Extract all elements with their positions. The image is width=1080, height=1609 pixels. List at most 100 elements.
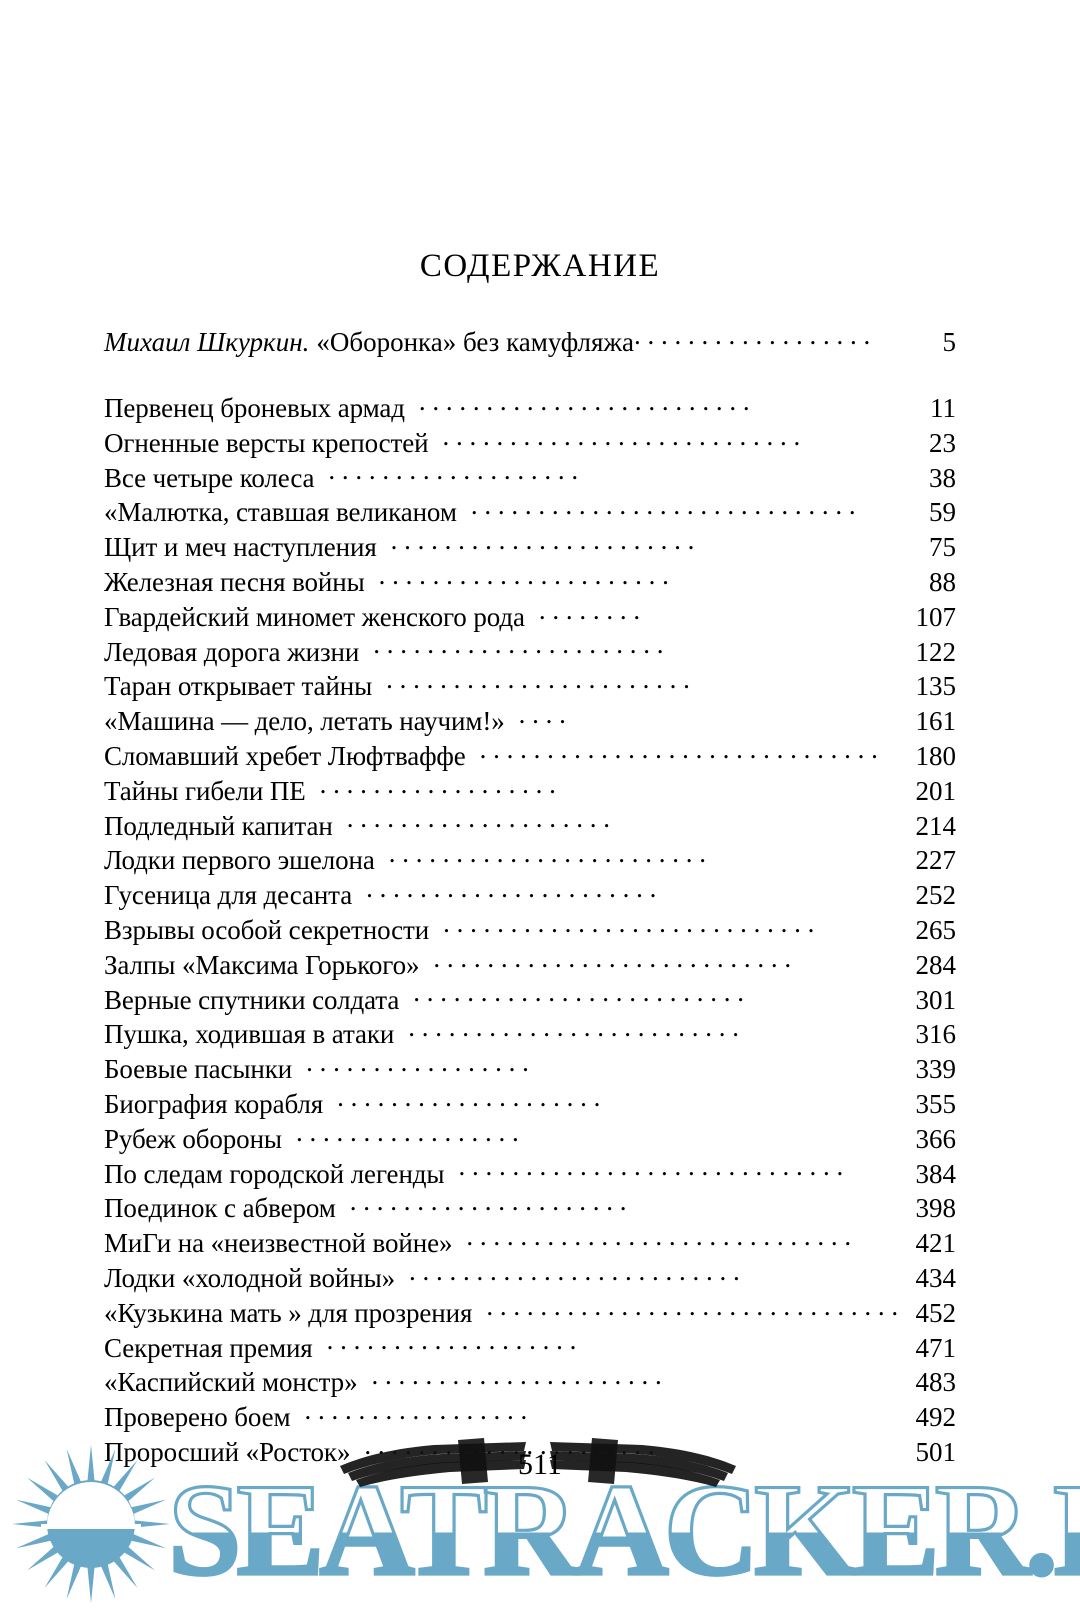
toc-entry-page-number: 284 [915,949,957,980]
toc-entry-label: Рубеж обороны [104,1123,282,1154]
toc-entry-page-number: 471 [915,1332,957,1363]
toc-entry[interactable]: Рубеж обороны 366 [104,1121,956,1156]
preface-page-number: 5 [942,327,957,357]
toc-entry[interactable]: Первенец броневых армад 11 [104,390,956,425]
toc-entry-page-number: 252 [915,880,957,911]
toc-entry[interactable]: Поединок с абвером 398 [104,1190,956,1225]
toc-entry[interactable]: Пушка, ходившая в атаки 316 [104,1016,956,1051]
toc-entry-label: Боевые пасынки [104,1054,293,1085]
toc-entry-page-number: 501 [915,1436,957,1467]
toc-entry-page-number: 492 [915,1402,957,1433]
toc-entry-page-number: 355 [915,1088,957,1119]
toc-entry-label: Проверено боем [104,1402,291,1433]
toc-entry[interactable]: «Машина — дело, летать научим!» 161 [104,703,956,738]
toc-entry-label: Лодки «холодной войны» [104,1262,396,1293]
dot-leader [443,912,907,939]
toc-entry[interactable]: Залпы «Максима Горького» 284 [104,947,956,982]
toc-entry[interactable]: Секретная премия 471 [104,1330,956,1365]
toc-entry[interactable]: Биография корабля 355 [104,1086,956,1121]
toc-entry-page-number: 107 [915,601,957,632]
dot-leader [389,842,908,869]
preface-author: Михаил Шкуркин. [104,327,310,357]
dot-leader [413,982,907,1009]
dot-leader [386,668,907,695]
toc-entry-label: Тайны гибели ПЕ [104,775,306,806]
dot-leader [337,1086,907,1113]
toc-entry[interactable]: Гвардейский миномет женского рода 107 [104,599,956,634]
toc-entry-label: «Малютка, ставшая великаном [104,497,457,528]
toc-entry[interactable]: Боевые пасынки 339 [104,1051,956,1086]
toc-entry[interactable]: Тайны гибели ПЕ 201 [104,773,956,808]
toc-entry-page-number: 384 [915,1158,957,1189]
toc-entry[interactable]: «Кузькина мать » для прозрения 452 [104,1295,956,1330]
toc-entry-label: Ледовая дорога жизни [104,636,360,667]
toc-entry-label: Залпы «Максима Горького» [104,949,420,980]
dot-leader [486,1295,907,1322]
toc-entry[interactable]: Гусеница для десанта 252 [104,877,956,912]
toc-entry-page-number: 59 [929,497,956,528]
toc-entry[interactable]: Железная песня войны 88 [104,564,956,599]
toc-entry-label: Все четыре колеса [104,462,315,493]
toc-entry-page-number: 398 [915,1193,957,1224]
preface-title: «Оборонка» без камуфляжа [316,327,635,357]
toc-entry[interactable]: Верные спутники солдата 301 [104,982,956,1017]
dot-leader [366,877,907,904]
dot-leader [306,1051,907,1078]
dot-leader [539,599,908,626]
dot-leader [327,1330,908,1357]
toc-entry-page-number: 265 [915,914,957,945]
toc-entry-label: Биография корабля [104,1088,324,1119]
dot-leader [442,425,914,452]
toc-entry-page-number: 135 [915,671,957,702]
toc-entry[interactable]: Проверено боем 492 [104,1399,956,1434]
toc-entry[interactable]: Все четыре колеса 38 [104,460,956,495]
dot-leader [408,1016,907,1043]
toc-entry-page-number: 452 [915,1297,957,1328]
toc-entry-page-number: 11 [930,393,956,423]
toc-entry-page-number: 434 [915,1262,957,1293]
toc-entry-label: Поединок с абвером [104,1193,336,1224]
toc-entry-label: Огненные версты крепостей [104,427,429,458]
st-george-ribbon-icon [548,1432,738,1492]
dot-leader [634,324,928,351]
toc-entry-label: «Машина — дело, летать научим!» [104,706,505,737]
toc-entry-page-number: 214 [915,810,957,841]
toc-entry[interactable]: «Малютка, ставшая великаном 59 [104,494,956,529]
dot-leader [371,1364,907,1391]
dot-leader [391,529,914,556]
dot-leader [419,390,914,417]
toc-entry[interactable]: Взрывы особой секретности 265 [104,912,956,947]
toc-entry[interactable]: Щит и меч наступления 75 [104,529,956,564]
dot-leader [519,703,908,730]
toc-entry-label: Щит и меч наступления [104,532,377,563]
page-number-folio: 511 [518,1448,562,1481]
dot-leader [458,1156,907,1183]
dot-leader [409,1260,907,1287]
dot-leader [433,947,907,974]
toc-entry[interactable]: Сломавший хребет Люфтваффе 180 [104,738,956,773]
toc-entry[interactable]: МиГи на «неизвестной войне» 421 [104,1225,956,1260]
toc-entry[interactable]: Лодки «холодной войны» 434 [104,1260,956,1295]
toc-entry[interactable]: Лодки первого эшелона 227 [104,842,956,877]
toc-entry-page-number: 75 [929,532,956,563]
dot-leader [379,564,914,591]
toc-entry-label: МиГи на «неизвестной войне» [104,1228,453,1259]
toc-entry[interactable]: «Каспийский монстр» 483 [104,1364,956,1399]
toc-entry-label: Гусеница для десанта [104,880,353,911]
toc-entry[interactable]: Ледовая дорога жизни 122 [104,634,956,669]
toc-entry-page-number: 366 [915,1123,957,1154]
toc-entry-page-number: 201 [915,775,957,806]
dot-leader [471,494,914,521]
table-of-contents-list: Первенец броневых армад11Огненные версты… [104,390,956,1469]
toc-entry-page-number: 88 [929,566,956,597]
toc-entry-page-number: 180 [915,740,957,771]
toc-entry-label: Лодки первого эшелона [104,845,375,876]
toc-entry-preface[interactable]: Михаил Шкуркин. «Оборонка» без камуфляжа… [104,324,956,358]
toc-entry[interactable]: По следам городской легенды 384 [104,1156,956,1191]
toc-entry-label: Секретная премия [104,1332,313,1363]
toc-entry[interactable]: Огненные версты крепостей 23 [104,425,956,460]
toc-entry[interactable]: Таран открывает тайны 135 [104,668,956,703]
st-george-ribbon-icon [338,1432,528,1492]
toc-entry[interactable]: Подледный капитан 214 [104,808,956,843]
dot-leader [296,1121,908,1148]
